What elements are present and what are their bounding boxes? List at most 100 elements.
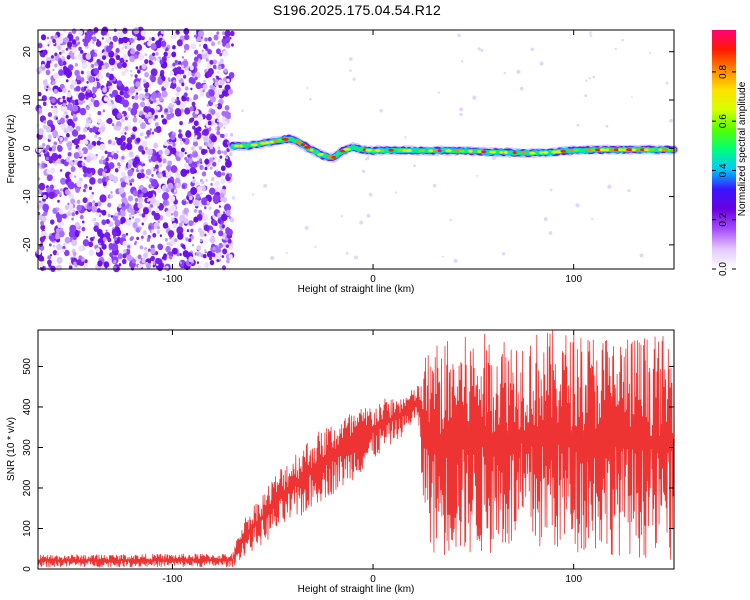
noise-blob — [64, 204, 70, 211]
noise-blob — [202, 229, 205, 232]
noise-blob — [72, 251, 77, 257]
noise-blob — [207, 120, 212, 126]
noise-blob — [165, 170, 169, 174]
noise-blob — [81, 62, 88, 69]
colorbar: 0.0 0.2 0.4 0.6 0.8 Normalized spectral ampl… — [712, 30, 748, 276]
noise-blob — [96, 58, 101, 64]
noise-blob — [136, 172, 143, 179]
ridge-peak — [371, 149, 376, 153]
noise-blob — [210, 135, 217, 143]
noise-blob — [170, 205, 176, 212]
noise-blob — [59, 136, 64, 142]
noise-blob — [112, 153, 119, 160]
ridge-peak — [428, 149, 434, 153]
noise-blob — [72, 105, 79, 112]
noise-blob — [146, 198, 150, 203]
noise-blob — [68, 181, 75, 190]
noise-blob — [165, 188, 170, 193]
noise-blob — [93, 225, 99, 232]
noise-blob — [199, 238, 203, 243]
noise-blob — [164, 148, 170, 156]
noise-blob — [193, 49, 199, 55]
noise-speck — [269, 255, 275, 261]
noise-blob — [139, 213, 142, 217]
noise-blob — [67, 41, 73, 48]
noise-blob — [206, 104, 209, 107]
noise-blob — [170, 134, 176, 141]
snr-marks — [37, 330, 674, 568]
noise-blob — [123, 87, 128, 92]
noise-blob — [110, 191, 113, 194]
noise-blob — [210, 177, 215, 182]
noise-blob — [88, 116, 91, 121]
noise-blob — [222, 233, 226, 238]
noise-blob — [136, 236, 140, 241]
noise-blob — [141, 213, 146, 218]
noise-blob — [155, 257, 161, 265]
noise-blob — [62, 87, 67, 93]
noise-blob — [167, 230, 175, 238]
ridge-peak — [239, 144, 243, 148]
noise-blob — [142, 230, 147, 236]
noise-speck — [309, 97, 312, 101]
noise-blob — [224, 132, 229, 138]
noise-blob — [129, 37, 134, 43]
noise-blob — [45, 88, 48, 92]
noise-blob — [168, 107, 174, 114]
noise-blob — [40, 242, 43, 245]
noise-blob — [209, 166, 213, 170]
noise-blob — [67, 151, 72, 157]
noise-blob — [208, 229, 214, 236]
noise-blob — [151, 229, 155, 233]
noise-blob — [181, 184, 186, 189]
noise-blob — [85, 92, 89, 98]
noise-blob — [187, 154, 190, 158]
noise-blob — [70, 79, 76, 85]
noise-blob — [179, 261, 183, 265]
noise-blob — [86, 28, 94, 37]
noise-blob — [63, 67, 70, 76]
noise-speck — [503, 72, 506, 75]
noise-blob — [107, 117, 113, 125]
noise-blob — [216, 75, 220, 80]
noise-blob — [198, 44, 202, 47]
noise-speck — [366, 213, 371, 218]
noise-blob — [125, 219, 132, 227]
noise-blob — [157, 157, 162, 163]
noise-blob — [47, 259, 52, 266]
noise-blob — [154, 114, 158, 119]
noise-blob — [88, 186, 93, 191]
x-tick-label: 0 — [370, 274, 376, 285]
noise-blob — [216, 259, 220, 263]
noise-blob — [66, 141, 73, 148]
noise-blob — [209, 256, 213, 261]
noise-blob — [221, 213, 228, 222]
noise-speck — [588, 77, 591, 80]
noise-blob — [137, 254, 142, 260]
noise-blob — [213, 34, 219, 41]
noise-blob — [172, 45, 176, 50]
noise-blob — [135, 81, 141, 88]
noise-blob — [60, 177, 67, 185]
noise-blob — [56, 119, 60, 123]
noise-blob — [180, 69, 185, 75]
noise-blob — [85, 53, 92, 60]
noise-blob — [184, 86, 189, 91]
noise-blob — [37, 42, 43, 49]
noise-blob — [197, 114, 204, 122]
noise-blob — [73, 175, 77, 178]
noise-blob — [112, 35, 118, 42]
y-tick-label: 400 — [22, 398, 33, 415]
noise-blob — [35, 146, 42, 153]
noise-blob — [183, 218, 189, 225]
noise-blob — [143, 117, 148, 122]
noise-blob — [195, 252, 199, 256]
ridge-peak — [543, 151, 549, 154]
noise-blob — [121, 46, 124, 51]
noise-blob — [120, 181, 127, 188]
noise-blob — [57, 222, 62, 229]
noise-blob — [125, 232, 129, 236]
noise-blob — [199, 158, 203, 162]
noise-blob — [151, 173, 154, 177]
ridge-peak — [402, 149, 407, 152]
